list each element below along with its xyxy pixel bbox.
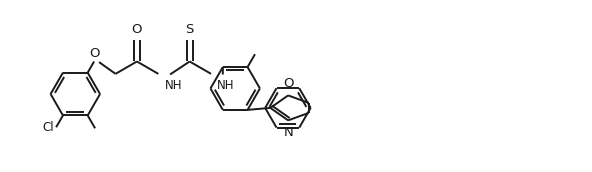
Text: O: O — [131, 23, 142, 36]
Text: S: S — [185, 23, 194, 36]
Text: N: N — [284, 126, 294, 139]
Text: O: O — [89, 47, 100, 60]
Text: NH: NH — [217, 79, 235, 92]
Text: O: O — [284, 77, 294, 90]
Text: NH: NH — [165, 79, 182, 92]
Text: Cl: Cl — [42, 121, 54, 134]
